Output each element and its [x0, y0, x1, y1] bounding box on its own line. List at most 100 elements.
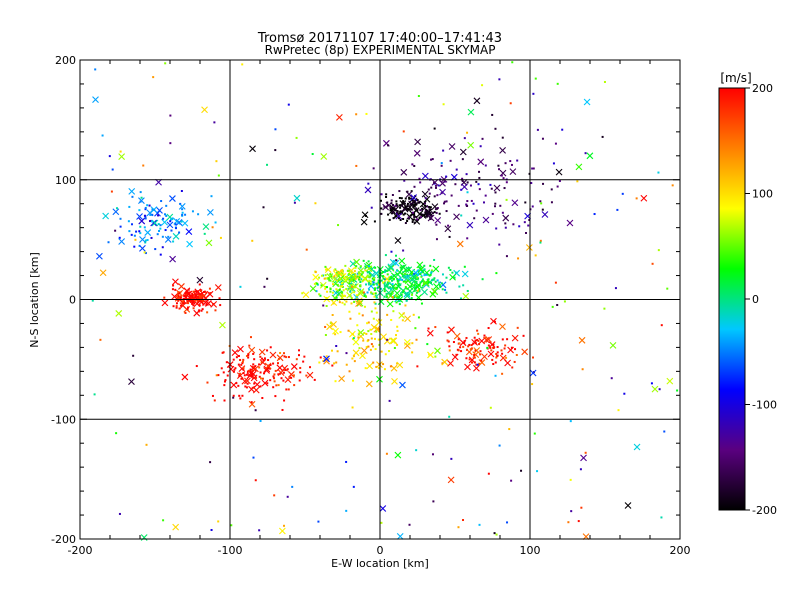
dot-marker: [421, 269, 424, 272]
dot-marker: [351, 357, 354, 360]
dot-marker: [352, 355, 355, 358]
dot-marker: [303, 355, 306, 358]
dot-marker: [459, 346, 462, 349]
x-marker: [521, 348, 529, 356]
dot-marker: [163, 213, 166, 216]
dot-marker: [291, 485, 294, 488]
dot-marker: [386, 299, 389, 302]
dot-marker: [408, 267, 411, 270]
dot-marker: [581, 368, 584, 371]
x-marker: [461, 183, 468, 191]
dot-marker: [428, 353, 431, 356]
dot-marker: [164, 229, 167, 232]
x-marker: [390, 364, 398, 372]
dot-marker: [505, 356, 508, 359]
x-marker: [583, 98, 591, 106]
dot-marker: [159, 253, 162, 256]
dot-marker: [377, 280, 380, 283]
x-marker-stroke: [302, 291, 310, 299]
dot-marker: [415, 216, 418, 219]
dot-marker: [404, 206, 407, 209]
dot-marker: [374, 292, 377, 295]
dot-marker: [532, 356, 535, 359]
x-marker: [185, 228, 193, 235]
dot-marker: [533, 432, 536, 435]
y-axis-label: N-S location [km]: [28, 252, 41, 348]
dot-marker: [181, 300, 184, 303]
dot-marker: [348, 278, 351, 281]
x-marker-stroke: [368, 265, 376, 273]
dot-marker: [279, 351, 282, 354]
dot-marker: [413, 216, 416, 219]
x-marker: [396, 532, 404, 540]
x-marker-stroke: [485, 336, 493, 343]
dot-marker: [671, 184, 674, 187]
dot-marker: [367, 265, 370, 268]
dot-marker: [431, 453, 434, 456]
dot-marker: [500, 349, 503, 352]
dot-marker: [353, 300, 356, 303]
dot-marker: [251, 239, 254, 242]
x-marker: [320, 153, 328, 160]
x-marker-stroke: [493, 184, 501, 192]
dot-marker: [421, 280, 424, 283]
dot-marker: [339, 284, 342, 287]
dot-marker: [429, 206, 432, 209]
x-marker-stroke: [423, 211, 431, 219]
dot-marker: [393, 294, 396, 297]
x-marker-stroke: [392, 259, 400, 267]
dot-marker: [370, 292, 373, 295]
dot-marker: [478, 523, 481, 526]
dot-marker: [423, 214, 426, 217]
dot-marker: [131, 223, 134, 226]
dot-marker: [221, 351, 224, 354]
dot-marker: [466, 237, 469, 240]
dot-marker: [491, 212, 494, 215]
dot-marker: [248, 344, 251, 347]
x-marker: [389, 258, 397, 266]
dot-marker: [369, 282, 372, 285]
dot-marker: [415, 291, 418, 294]
x-marker-stroke: [555, 168, 563, 176]
dot-marker: [511, 61, 514, 64]
dot-marker: [406, 190, 409, 193]
dot-marker: [504, 344, 507, 347]
x-marker-stroke: [246, 372, 254, 379]
x-marker-stroke: [253, 381, 261, 388]
x-marker: [449, 273, 456, 281]
dot-marker: [401, 272, 404, 275]
x-marker-stroke: [293, 194, 301, 202]
dot-marker: [292, 374, 295, 377]
x-marker: [389, 337, 396, 345]
dot-marker: [356, 275, 359, 278]
dot-marker: [342, 289, 345, 292]
dot-marker: [384, 353, 387, 356]
dot-marker: [531, 383, 534, 386]
dot-marker: [375, 282, 378, 285]
dot-marker: [390, 212, 393, 215]
dot-marker: [364, 265, 367, 268]
dot-marker: [206, 311, 209, 314]
x-marker-stroke: [156, 206, 163, 214]
dot-marker: [435, 223, 438, 226]
dot-marker: [383, 368, 386, 371]
dot-marker: [447, 266, 450, 269]
dot-marker: [436, 279, 439, 282]
dot-marker: [209, 292, 212, 295]
dot-marker: [528, 219, 531, 222]
dot-marker: [348, 269, 351, 272]
dot-marker: [373, 220, 376, 223]
dot-marker: [154, 248, 157, 251]
dot-marker: [389, 277, 392, 280]
dot-marker: [144, 252, 147, 255]
dot-marker: [438, 212, 441, 215]
dot-marker: [335, 273, 338, 276]
dot-marker: [430, 186, 433, 189]
dot-marker: [577, 520, 580, 523]
dot-marker: [395, 259, 398, 262]
dot-marker: [478, 362, 481, 365]
dot-marker: [475, 180, 478, 183]
dot-marker: [144, 239, 147, 242]
x-marker: [169, 195, 176, 202]
x-marker: [249, 145, 256, 153]
